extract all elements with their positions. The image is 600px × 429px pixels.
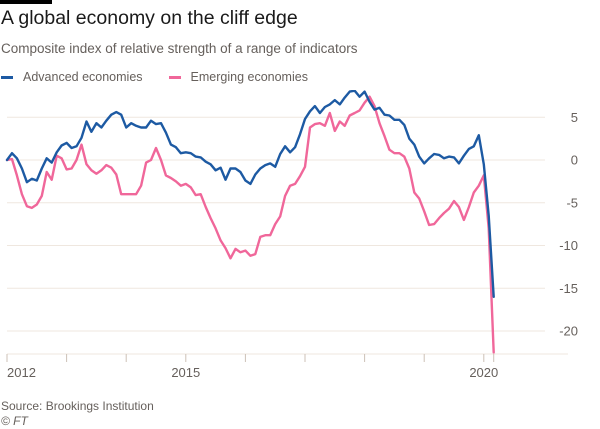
series-line-emerging [5, 95, 495, 354]
chart-title: A global economy on the cliff edge [1, 7, 298, 29]
source-note: Source: Brookings Institution [1, 399, 154, 413]
legend: Advanced economies Emerging economies [1, 69, 334, 85]
credit-note: © FT [1, 414, 28, 428]
ft-top-bar [0, 0, 52, 4]
y-tick-label: 5 [571, 110, 578, 125]
y-tick-label: -20 [559, 324, 578, 339]
y-axis-ticks: 5 0 -5 -10 -15 -20 [559, 110, 578, 339]
legend-label-emerging: Emerging economies [190, 70, 308, 84]
legend-swatch-emerging [168, 75, 181, 79]
legend-swatch-advanced [1, 75, 13, 79]
chart-subtitle: Composite index of relative strength of … [1, 41, 358, 56]
series-line-advanced [5, 90, 495, 299]
y-tick-label: -10 [559, 238, 578, 253]
gridlines [7, 116, 545, 332]
legend-label-advanced: Advanced economies [23, 70, 143, 84]
legend-item-advanced: Advanced economies [1, 70, 143, 84]
y-tick-label: -15 [559, 281, 578, 296]
legend-item-emerging: Emerging economies [168, 70, 308, 84]
line-chart: 5 0 -5 -10 -15 -20 2012 2015 2020 [5, 90, 578, 380]
y-tick-label: 0 [571, 153, 578, 168]
x-axis: 2012 2015 2020 [6, 353, 568, 380]
x-tick-label: 2012 [7, 365, 36, 380]
y-tick-label: -5 [566, 195, 578, 210]
x-tick-label: 2020 [469, 365, 498, 380]
x-tick-label: 2015 [171, 365, 200, 380]
series-lines [5, 90, 495, 354]
